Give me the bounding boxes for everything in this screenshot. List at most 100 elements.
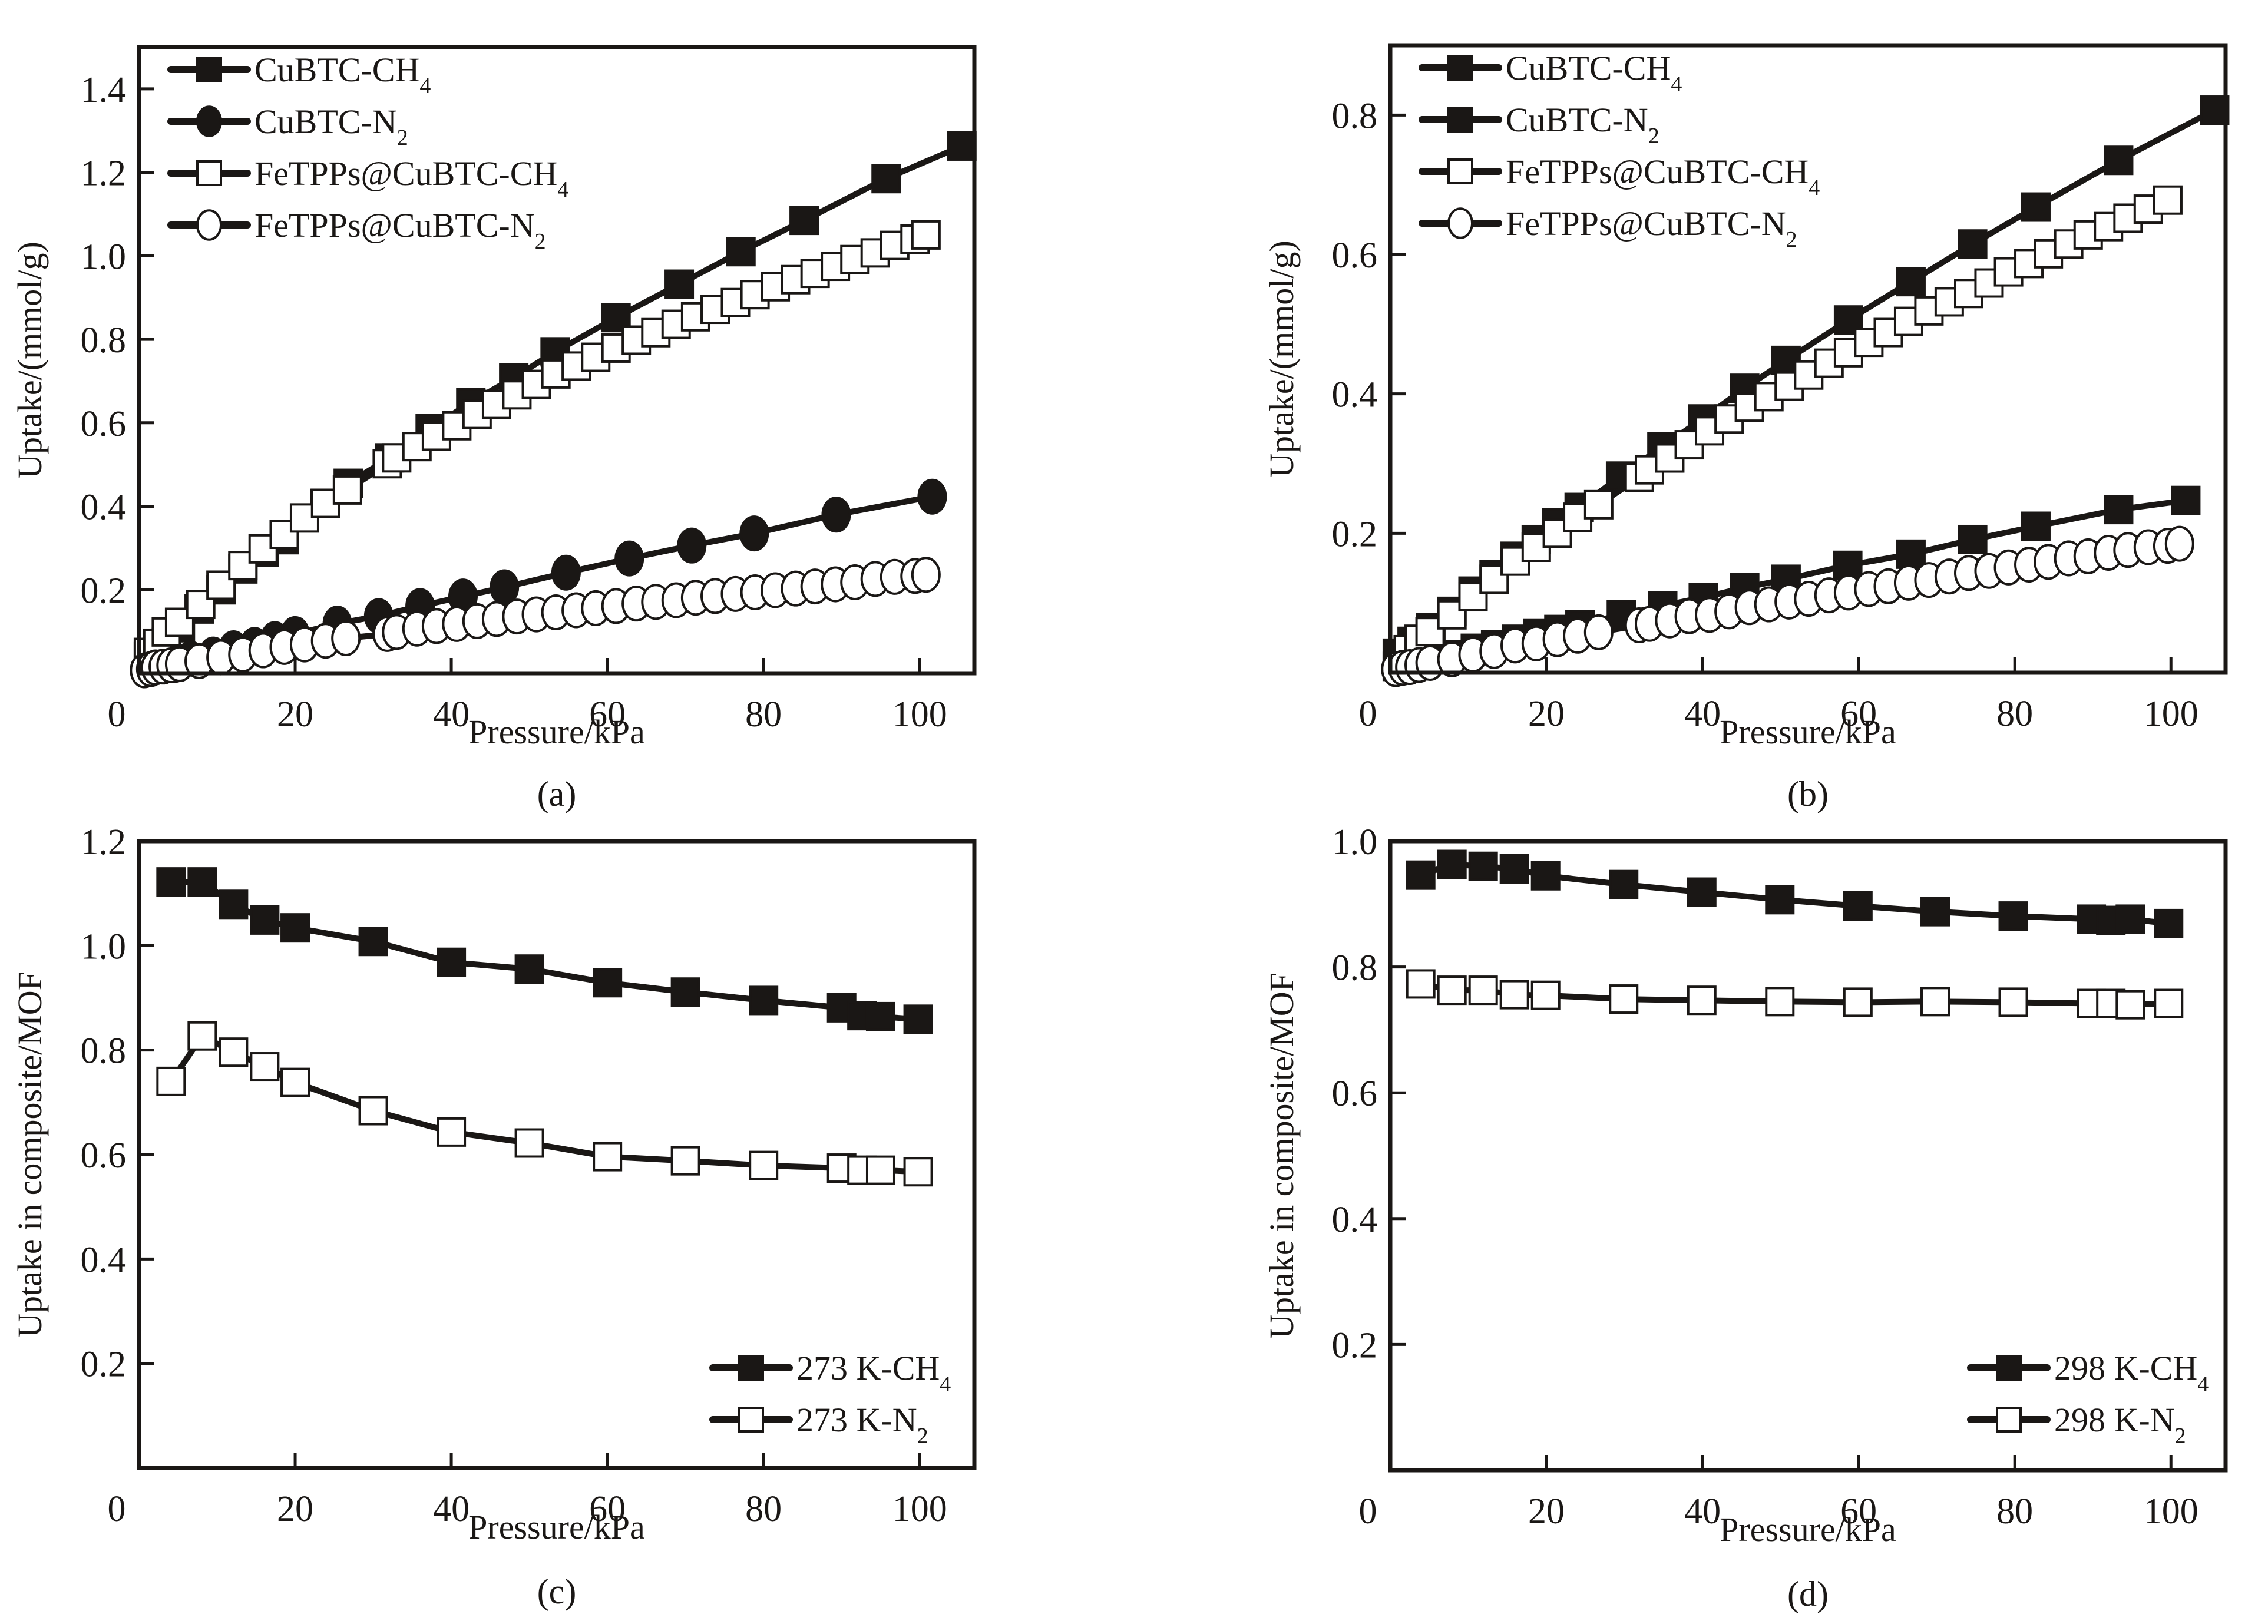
legend-item: FeTPPs@CuBTC-N2 [1419,204,1797,252]
data-point [250,905,280,935]
x-axis-title: Pressure/kPa [1720,713,1896,751]
data-point [1468,851,1498,881]
legend-item: CuBTC-N2 [167,102,408,150]
legend-label: CuBTC-CH4 [1506,49,1682,97]
data-point [164,607,194,637]
data-point [1794,360,1824,390]
data-point [664,269,695,299]
x-axis-title: Pressure/kPa [468,1508,645,1546]
data-point [726,237,756,267]
data-point [2154,908,2184,938]
legend-item: FeTPPs@CuBTC-N2 [167,206,546,254]
data-point [1530,861,1561,891]
x-tick-label: 60 [589,1489,626,1529]
data-point [1998,987,2028,1017]
y-axis-title: Uptake/(mmol/g) [11,242,49,479]
data-point [1499,980,1529,1010]
data-point [2115,904,2145,934]
y-tick-label: 0.4 [81,488,127,528]
data-point [156,1066,186,1096]
data-point [250,1052,280,1082]
chart-panel-a: 0 20 40 60 80 100 0.2 0.4 0.6 0.8 1.0 1.2 1.4 Pressur… [11,45,977,813]
y-tick-label: 0.8 [81,1031,127,1071]
x-tick-label: 100 [2144,1491,2198,1532]
legend-item: 298 K-CH4 [1967,1349,2209,1397]
data-point [332,475,362,505]
y-tick-label: 1.2 [81,822,127,862]
data-point [1896,539,1926,569]
y-tick-label: 0.2 [1332,514,1378,554]
legend-label: CuBTC-CH4 [254,51,431,98]
data-point [358,1096,388,1126]
x-tick-label: 40 [433,1489,470,1529]
legend-label: FeTPPs@CuBTC-CH4 [1506,153,1820,200]
chart-panel-c: 0 20 40 60 80 100 0.2 0.4 0.6 0.8 1.0 1.2 Pressure/k… [11,822,977,1611]
data-point [437,1117,467,1147]
data-point [1530,980,1561,1010]
panel-label: (d) [1787,1575,1829,1613]
data-point [2171,485,2201,515]
x-tick-label: 100 [892,694,947,735]
data-point [1687,985,1717,1016]
data-point [865,1001,895,1031]
y-tick-label: 0.8 [1332,948,1378,988]
data-point [677,527,707,564]
data-point [1609,984,1639,1014]
data-point [749,985,779,1016]
legend-label: FeTPPs@CuBTC-CH4 [254,154,568,202]
data-point [1437,600,1467,630]
x-tick-label: 40 [1684,694,1721,734]
data-point [911,220,941,250]
y-axis-title: Uptake/(mmol/g) [1262,240,1301,478]
series-298-k-ch4 [1406,849,2184,938]
data-point [1896,267,1926,297]
data-point [670,1146,700,1176]
y-axis-title: Uptake in composite/MOF [1262,973,1301,1339]
panel-label: (c) [537,1572,577,1611]
legend-marker [196,57,222,82]
x-tick-label: 20 [1528,694,1565,734]
series-fetpps-cubtc-ch4 [133,220,941,667]
x-tick-label: 60 [589,694,626,735]
x-tick-label: 60 [1840,694,1877,734]
x-tick-label: 0 [108,1489,126,1529]
y-tick-label: 0.2 [1332,1325,1378,1365]
series-line [171,879,918,1023]
legend-label: 273 K-N2 [796,1401,928,1448]
plot-frame [1388,43,2228,675]
panel-label: (a) [537,775,577,813]
legend-item: CuBTC-CH4 [167,51,431,98]
y-tick-label: 1.4 [81,70,127,110]
legend-label: 298 K-CH4 [2054,1349,2209,1397]
data-point [865,1155,895,1185]
legend-marker [1447,107,1473,133]
x-tick-label: 20 [277,1489,313,1529]
data-point [903,1157,933,1187]
y-tick-label: 0.4 [1332,1200,1378,1240]
data-point [593,1142,623,1172]
data-point [1998,901,2028,931]
data-point [1958,229,1988,259]
data-point [1609,869,1639,899]
data-point [871,164,901,194]
series-fetpps-cubtc-n2 [1381,525,2194,687]
series-298-k-n2 [1406,969,2184,1020]
data-point [1958,524,1988,554]
series-line [168,1033,918,1175]
x-tick-label: 0 [1359,1491,1377,1532]
data-point [1833,550,1863,580]
data-point [2104,145,2134,176]
y-axis-title: Uptake in composite/MOF [11,971,49,1338]
legend-marker [196,160,222,186]
data-point [1687,877,1717,907]
data-point [1843,987,1873,1017]
series-fetpps-cubtc-n2 [130,557,941,689]
data-point [1406,969,1436,999]
legend-label: 273 K-CH4 [796,1349,951,1397]
plot-frame [137,45,977,676]
x-tick-label: 20 [277,694,313,735]
data-point [947,131,977,161]
x-tick-label: 80 [745,1489,782,1529]
legend-item: FeTPPs@CuBTC-CH4 [167,154,568,202]
